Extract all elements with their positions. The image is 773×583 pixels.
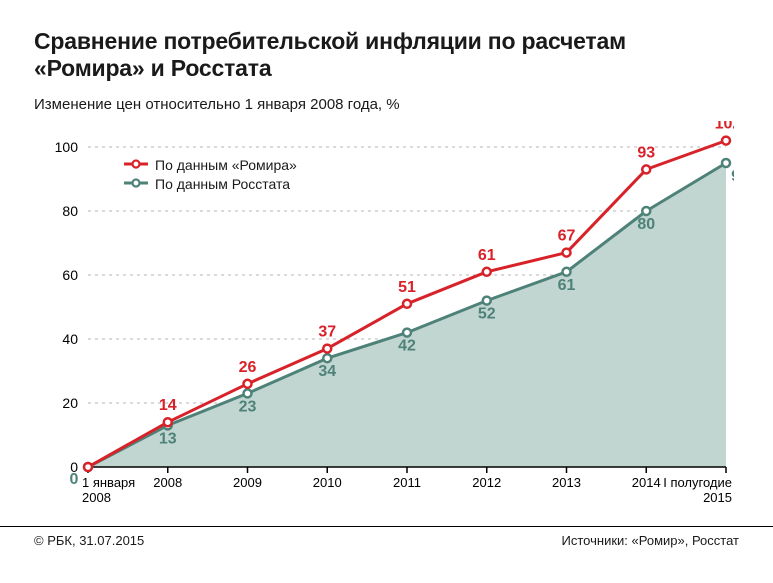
svg-text:2013: 2013 xyxy=(552,475,581,490)
footer-copyright: © РБК, 31.07.2015 xyxy=(34,533,144,548)
svg-text:14: 14 xyxy=(159,397,177,414)
legend-label: По данным «Ромира» xyxy=(155,157,297,173)
svg-text:20: 20 xyxy=(62,395,78,411)
svg-text:100: 100 xyxy=(55,139,79,155)
svg-text:37: 37 xyxy=(318,324,336,341)
svg-text:13: 13 xyxy=(159,431,177,448)
svg-text:52: 52 xyxy=(478,306,496,323)
chart-subtitle: Изменение цен относительно 1 января 2008… xyxy=(34,96,739,113)
svg-text:I полугодие: I полугодие xyxy=(663,475,732,490)
svg-text:40: 40 xyxy=(62,331,78,347)
svg-text:42: 42 xyxy=(398,338,416,355)
svg-text:2012: 2012 xyxy=(472,475,501,490)
svg-text:93: 93 xyxy=(637,145,655,162)
legend: По данным «Ромира» По данным Росстата xyxy=(124,157,297,195)
legend-item: По данным Росстата xyxy=(124,176,297,192)
chart-area: 0204060801001 января20082008200920102011… xyxy=(34,121,739,526)
svg-text:23: 23 xyxy=(239,399,257,416)
svg-text:2011: 2011 xyxy=(393,475,421,490)
legend-swatch xyxy=(124,176,148,192)
svg-text:34: 34 xyxy=(318,363,336,380)
svg-text:51: 51 xyxy=(398,279,416,296)
svg-text:80: 80 xyxy=(62,203,78,219)
svg-text:2008: 2008 xyxy=(153,475,182,490)
svg-text:26: 26 xyxy=(239,359,257,376)
svg-text:1 января: 1 января xyxy=(82,475,135,490)
svg-text:2010: 2010 xyxy=(313,475,342,490)
legend-swatch xyxy=(124,157,148,173)
svg-text:2009: 2009 xyxy=(233,475,262,490)
svg-text:60: 60 xyxy=(62,267,78,283)
svg-text:67: 67 xyxy=(558,228,576,245)
legend-item: По данным «Ромира» xyxy=(124,157,297,173)
svg-text:61: 61 xyxy=(478,247,496,264)
svg-text:80: 80 xyxy=(637,216,655,233)
footer-sources: Источники: «Ромир», Росстат xyxy=(562,533,739,548)
svg-text:102: 102 xyxy=(715,121,734,133)
chart-title: Сравнение потребительской инфляции по ра… xyxy=(34,28,739,82)
legend-label: По данным Росстата xyxy=(155,176,290,192)
svg-text:2008: 2008 xyxy=(82,490,111,505)
svg-text:2014: 2014 xyxy=(632,475,661,490)
svg-text:0: 0 xyxy=(70,471,79,488)
svg-text:61: 61 xyxy=(558,277,576,294)
svg-text:2015: 2015 xyxy=(703,490,732,505)
svg-text:95: 95 xyxy=(731,168,734,185)
